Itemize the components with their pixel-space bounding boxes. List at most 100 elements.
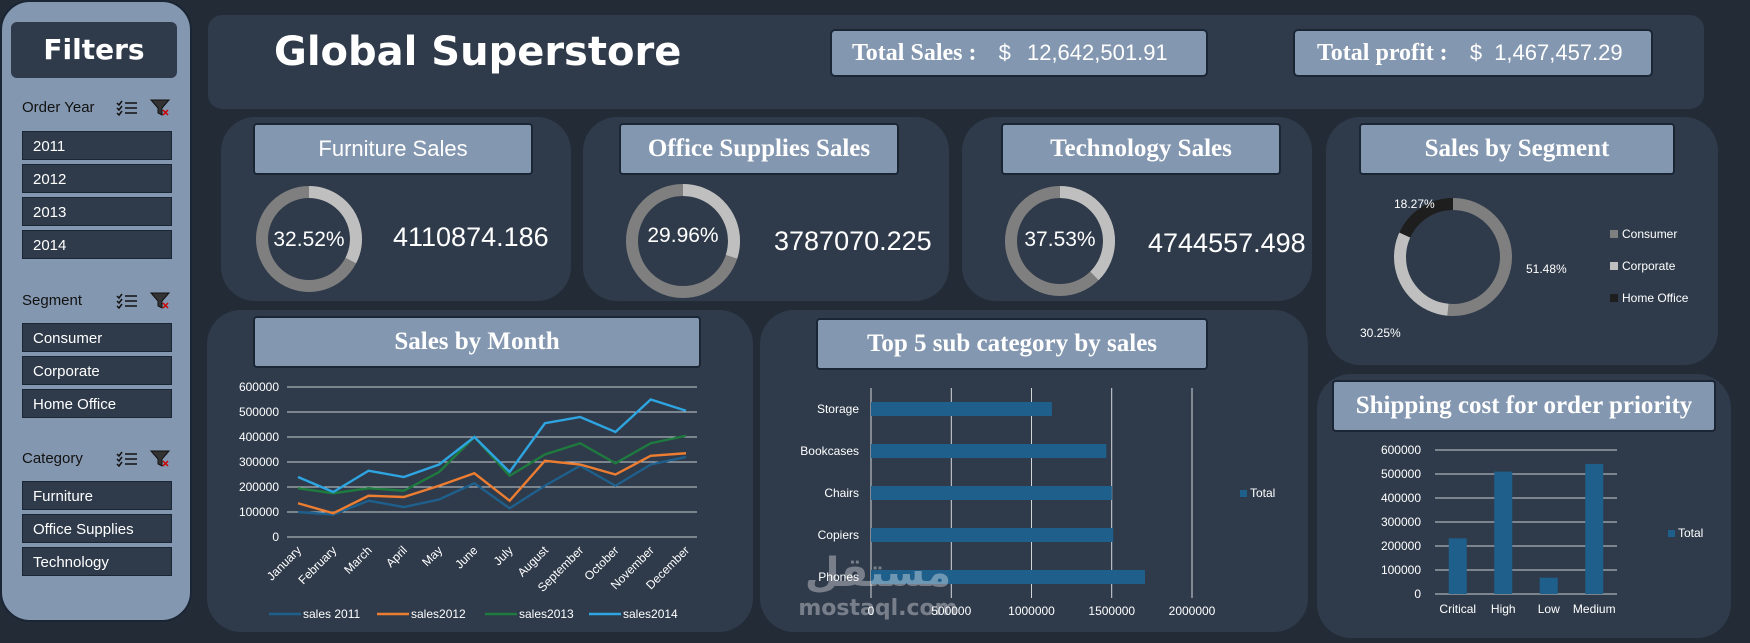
slicer-item-consumer[interactable]: Consumer — [22, 323, 172, 352]
x-tick-label: May — [419, 543, 445, 569]
donut-share-arc — [256, 186, 362, 292]
series-line-sales2014 — [297, 398, 687, 494]
y-tick-label: 300000 — [239, 455, 279, 469]
y-tick-label: 400000 — [1381, 491, 1421, 505]
sales-by-segment-chart: 51.48% 30.25% 18.27% Consumer Corporate Home … — [1360, 197, 1689, 340]
watermark-site: mostaql.com — [798, 596, 958, 621]
top-sub-category-card: Top 5 sub category by sales 0 500000 10000… — [760, 310, 1308, 632]
slicer-header-order-year: Order Year — [22, 97, 172, 119]
bar-low — [1539, 577, 1558, 594]
x-tick-label: 2000000 — [1169, 604, 1216, 618]
donut-share-arc — [1005, 186, 1115, 296]
dashboard-title: Global Superstore — [274, 29, 682, 75]
y-category-label: Phones — [818, 570, 859, 584]
y-category-label: Copiers — [818, 528, 859, 542]
legend-swatch — [1610, 262, 1618, 270]
slicer-item-corporate[interactable]: Corporate — [22, 356, 172, 385]
multi-select-icon[interactable] — [116, 450, 138, 475]
top-sub-category-chart: 0 500000 1000000 1500000 2000000 Storage Bookc… — [800, 388, 1275, 618]
slicer-title-segment: Segment — [22, 292, 83, 309]
segment-slice-home-office — [1394, 198, 1512, 316]
slicer-item-2013[interactable]: 2013 — [22, 197, 172, 226]
x-tick-label: June — [452, 543, 481, 572]
y-category-label: Bookcases — [800, 444, 859, 458]
x-tick-label: Critical — [1439, 602, 1476, 616]
y-tick-label: 400000 — [239, 430, 279, 444]
slicer-title-order-year: Order Year — [22, 99, 95, 116]
technology-percent: 37.53% — [1024, 228, 1096, 251]
legend-entry: Home Office — [1622, 291, 1689, 305]
x-tick-label: 500000 — [931, 604, 971, 618]
multi-select-icon[interactable] — [116, 99, 138, 124]
y-tick-label: 200000 — [1381, 539, 1421, 553]
technology-donut — [1005, 186, 1115, 296]
y-tick-label: 500000 — [1381, 467, 1421, 481]
shipping-cost-title: Shipping cost for order priority — [1332, 380, 1716, 432]
segment-data-label: 18.27% — [1394, 197, 1435, 211]
y-tick-label: 500000 — [239, 405, 279, 419]
office-supplies-sales-value: 3787070.225 — [774, 226, 932, 256]
segment-data-label: 30.25% — [1360, 326, 1401, 340]
series-line-sales2013 — [297, 434, 687, 495]
total-sales-label: Total Sales : — [852, 40, 977, 66]
y-category-label: Storage — [817, 402, 859, 416]
sales-by-segment-card: Sales by Segment 51.48% 30.25% 18.27% Consu… — [1326, 117, 1718, 365]
segment-slice-corporate — [1394, 198, 1512, 316]
total-sales-value: 12,642,501.91 — [1026, 40, 1168, 65]
clear-filter-icon[interactable] — [149, 450, 171, 475]
bar-bookcases — [871, 444, 1107, 458]
slicer-item-2014[interactable]: 2014 — [22, 230, 172, 259]
multi-select-icon[interactable] — [116, 292, 138, 317]
slicer-item-2011[interactable]: 2011 — [22, 131, 172, 160]
total-profit-card: Total profit : $ 1,467,457.29 — [1293, 29, 1653, 77]
y-tick-label: 300000 — [1381, 515, 1421, 529]
furniture-sales-title: Furniture Sales — [253, 123, 533, 175]
furniture-donut — [256, 186, 362, 292]
x-tick-label: April — [383, 543, 410, 570]
office-supplies-sales-card: Office Supplies Sales 29.96% 3787070.225 — [583, 117, 949, 301]
office-supplies-percent: 29.96% — [647, 224, 719, 247]
total-profit-currency: $ — [1469, 40, 1483, 65]
x-tick-label: Low — [1538, 602, 1560, 616]
slicer-header-category: Category — [22, 448, 172, 470]
y-category-label: Chairs — [824, 486, 859, 500]
slicer-item-technology[interactable]: Technology — [22, 547, 172, 576]
total-profit-value: 1,467,457.29 — [1494, 40, 1623, 65]
furniture-sales-card: Furniture Sales 32.52% 4110874.186 — [221, 117, 571, 301]
total-sales-currency: $ — [998, 40, 1011, 65]
office-supplies-sales-title: Office Supplies Sales — [619, 123, 899, 175]
legend-swatch — [1240, 490, 1247, 497]
watermark-brand: مستقل — [804, 550, 952, 596]
bar-high — [1494, 471, 1513, 594]
bar-critical — [1448, 538, 1467, 594]
slicer-item-2012[interactable]: 2012 — [22, 164, 172, 193]
x-tick-label: High — [1491, 602, 1516, 616]
donut-share-arc — [626, 184, 740, 298]
legend-entry: sales2013 — [519, 607, 574, 621]
bar-phones — [871, 570, 1145, 584]
header-bar: Global Superstore Total Sales : $ 12,642… — [208, 15, 1704, 109]
sales-by-month-chart: 0100000200000300000400000500000600000Jan… — [239, 380, 697, 621]
total-profit-label: Total profit : — [1317, 40, 1448, 66]
clear-filter-icon[interactable] — [149, 292, 171, 317]
x-tick-label: Medium — [1573, 602, 1616, 616]
sales-by-month-card: Sales by Month 0 100000 200000 300000 400000… — [207, 310, 753, 632]
total-sales-card: Total Sales : $ 12,642,501.91 — [830, 29, 1208, 77]
legend-entry: Corporate — [1622, 259, 1676, 273]
legend-swatch — [1610, 230, 1618, 238]
shipping-cost-card: Shipping cost for order priority 0 100000… — [1317, 374, 1731, 638]
slicer-item-furniture[interactable]: Furniture — [22, 481, 172, 510]
slicer-item-office-supplies[interactable]: Office Supplies — [22, 514, 172, 543]
y-tick-label: 0 — [272, 530, 279, 544]
bar-copiers — [871, 528, 1114, 542]
legend-entry: Total — [1250, 486, 1275, 500]
technology-sales-card: Technology Sales 37.53% 4744557.498 — [962, 117, 1312, 301]
legend-entry: sales2012 — [411, 607, 466, 621]
clear-filter-icon[interactable] — [149, 99, 171, 124]
y-tick-label: 600000 — [239, 380, 279, 394]
slicer-item-home-office[interactable]: Home Office — [22, 389, 172, 418]
furniture-sales-value: 4110874.186 — [393, 222, 549, 252]
legend-entry: Total — [1678, 526, 1703, 540]
shipping-cost-chart: 0 100000 200000 300000 400000 500000 600000 Cri… — [1381, 443, 1703, 616]
x-tick-label: March — [341, 543, 374, 576]
